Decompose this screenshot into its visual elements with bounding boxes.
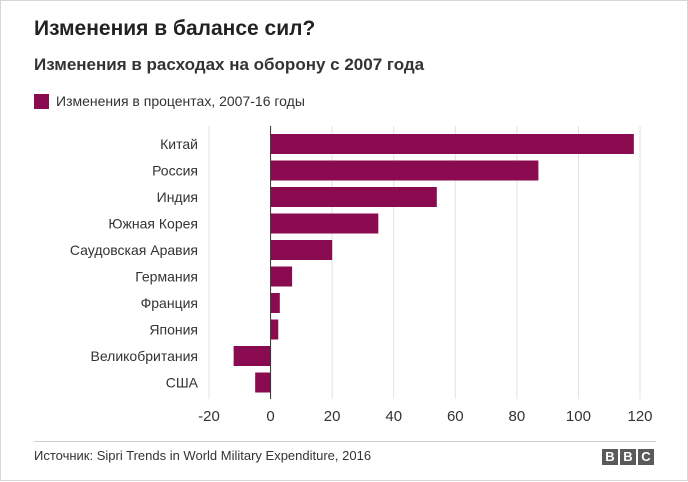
bbc-logo-letter: B [602, 449, 618, 465]
bar [271, 267, 293, 287]
category-label: Индия [157, 189, 198, 205]
category-label: США [166, 375, 199, 391]
x-tick-label: 0 [266, 408, 274, 425]
category-label: Россия [152, 163, 198, 179]
category-label: Великобритания [90, 348, 198, 364]
bar [271, 320, 279, 340]
x-tick-label: 40 [385, 408, 402, 425]
bbc-logo-letter: B [620, 449, 636, 465]
x-tick-label: 60 [447, 408, 464, 425]
bbc-logo-letter: C [638, 449, 654, 465]
source-note: Источник: Sipri Trends in World Military… [34, 448, 371, 463]
category-label: Япония [149, 322, 198, 338]
category-label: Южная Корея [108, 216, 198, 232]
bar [234, 346, 271, 366]
x-tick-label: 20 [324, 408, 341, 425]
bar [271, 240, 333, 260]
bbc-logo: B B C [602, 449, 654, 465]
bar [271, 134, 634, 154]
x-tick-label: 120 [627, 408, 652, 425]
category-label: Саудовская Аравия [70, 242, 198, 258]
bar [271, 214, 379, 234]
category-label: Германия [135, 269, 198, 285]
category-label: Китай [160, 136, 198, 152]
bar [255, 373, 270, 393]
bar [271, 293, 280, 313]
bar [271, 187, 437, 207]
x-tick-label: 80 [509, 408, 526, 425]
x-tick-label: -20 [198, 408, 220, 425]
x-tick-label: 100 [566, 408, 591, 425]
footer-divider [34, 441, 656, 442]
bar [271, 161, 539, 181]
category-label: Франция [141, 295, 198, 311]
